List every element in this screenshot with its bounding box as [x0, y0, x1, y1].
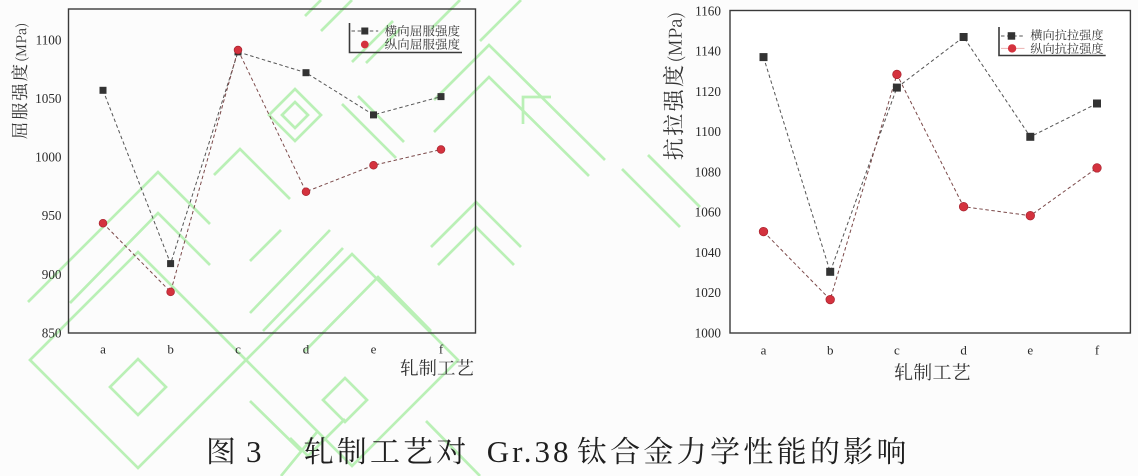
svg-text:c: c — [235, 342, 241, 357]
svg-text:e: e — [371, 342, 377, 357]
svg-text:f: f — [439, 342, 444, 357]
svg-text:1140: 1140 — [695, 44, 721, 59]
svg-text:1080: 1080 — [695, 164, 722, 179]
svg-text:1000: 1000 — [695, 325, 722, 340]
svg-text:f: f — [1095, 343, 1100, 358]
svg-text:900: 900 — [42, 267, 62, 282]
svg-text:850: 850 — [42, 325, 62, 340]
svg-text:1160: 1160 — [695, 3, 721, 18]
svg-text:1040: 1040 — [695, 245, 722, 260]
svg-text:a: a — [761, 343, 767, 358]
svg-text:1020: 1020 — [695, 285, 722, 300]
svg-text:e: e — [1027, 343, 1033, 358]
svg-text:1050: 1050 — [35, 91, 62, 106]
svg-text:950: 950 — [42, 208, 62, 223]
svg-text:1100: 1100 — [695, 124, 721, 139]
svg-text:b: b — [167, 342, 174, 357]
svg-text:b: b — [827, 343, 834, 358]
svg-text:Gr.38: Gr.38 — [487, 434, 572, 469]
svg-text:3: 3 — [246, 434, 262, 469]
svg-text:d: d — [303, 342, 310, 357]
svg-text:a: a — [100, 342, 106, 357]
svg-text:c: c — [894, 343, 900, 358]
svg-text:1100: 1100 — [36, 32, 62, 47]
svg-text:1120: 1120 — [695, 84, 721, 99]
svg-text:1060: 1060 — [695, 205, 722, 220]
svg-text:d: d — [960, 343, 967, 358]
svg-text:1000: 1000 — [35, 150, 62, 165]
